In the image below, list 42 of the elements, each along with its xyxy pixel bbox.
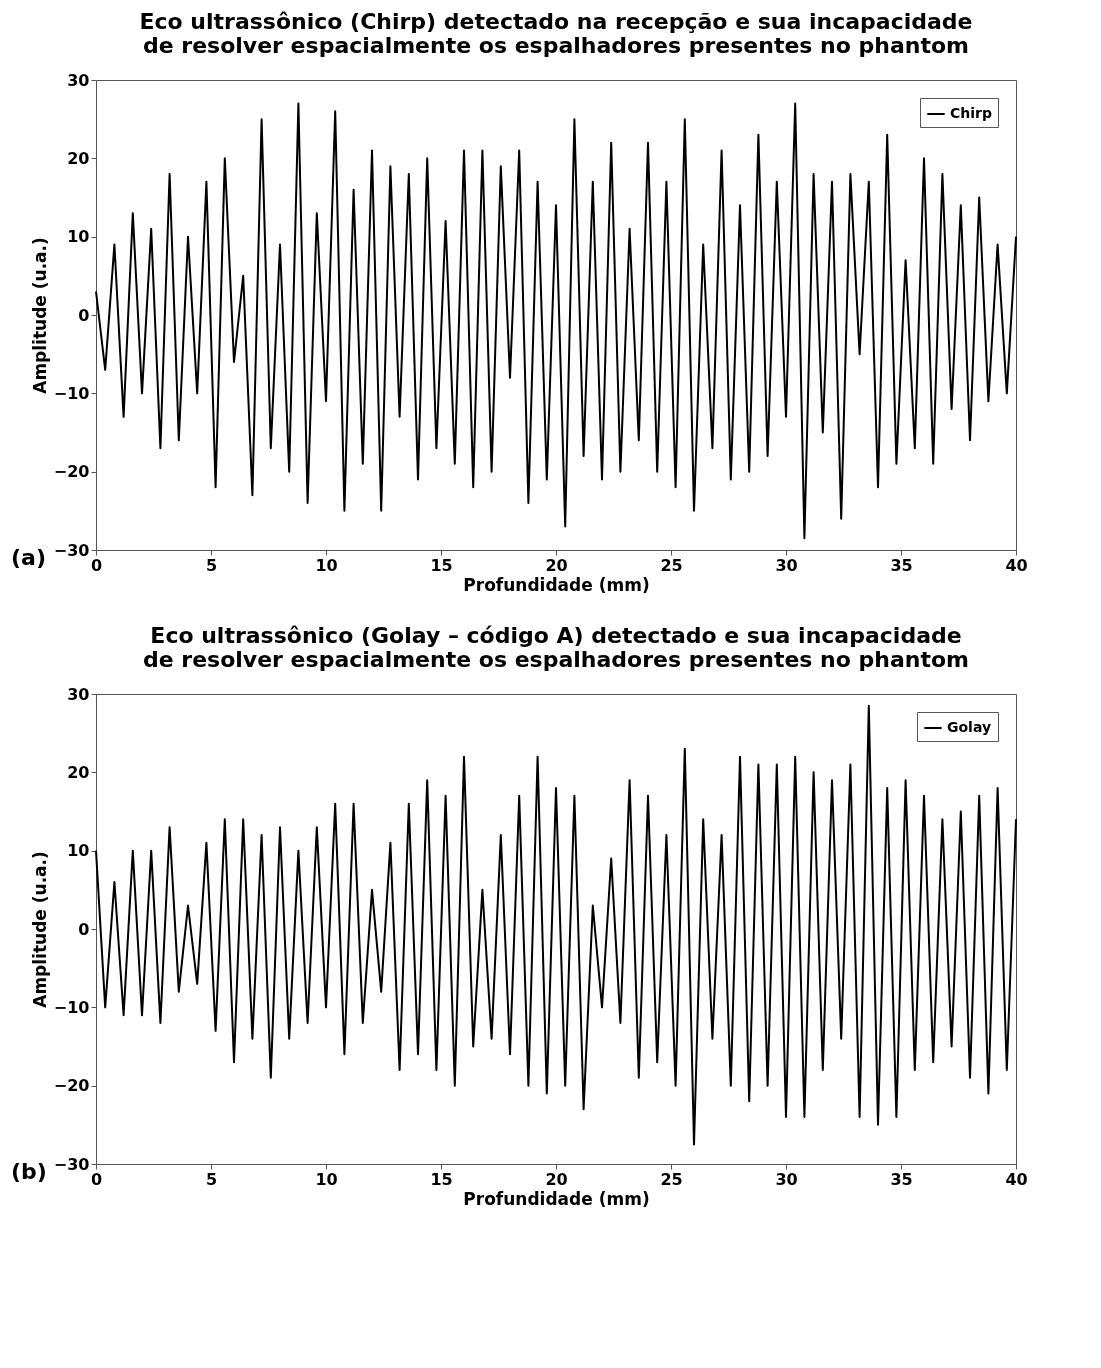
y-tick-label: −10	[53, 997, 90, 1017]
x-tick-label: 35	[890, 1169, 913, 1189]
x-tick-label: 40	[1005, 555, 1028, 575]
x-tick-label: 40	[1005, 1169, 1028, 1189]
x-tick-label: 35	[890, 555, 913, 575]
y-tick-label: −20	[53, 462, 90, 482]
x-tick-label: 30	[775, 1169, 798, 1189]
text: (a)	[11, 545, 46, 570]
y-tick-label: 30	[67, 684, 90, 704]
x-tick-label: 25	[660, 1169, 683, 1189]
x-tick-label: 15	[430, 1169, 453, 1189]
x-tick-label: 10	[315, 1169, 338, 1189]
x-axis-title: Profundidade (mm)	[463, 574, 650, 595]
y-tick-label: 10	[67, 227, 90, 247]
legend-label: Golay	[947, 719, 992, 735]
y-tick-label: 10	[67, 841, 90, 861]
y-axis-title: Amplitude (u.a.)	[29, 237, 50, 394]
chart-title: Eco ultrassônico (Golay – código A) detectado e sua incapacidade de resolver espacialmente os espalhadores presentes no phantom	[142, 623, 970, 672]
y-tick-label: 30	[67, 70, 90, 90]
y-tick-label: 20	[67, 762, 90, 782]
legend-label: Chirp	[950, 105, 992, 121]
x-tick-label: 20	[545, 1169, 568, 1189]
chart-title: Eco ultrassônico (Chirp) detectado na recepção e sua incapacidade de resolver espacialmente os espalhadores presentes no phantom	[139, 9, 973, 58]
y-tick-label: −30	[53, 540, 90, 560]
y-tick-label: −20	[53, 1076, 90, 1096]
line-series	[95, 704, 1017, 1146]
x-tick-label: 15	[430, 555, 453, 575]
x-tick-label: 5	[205, 1169, 218, 1189]
y-tick-label: 20	[67, 148, 90, 168]
x-tick-label: 10	[315, 555, 338, 575]
x-tick-label: 30	[775, 555, 798, 575]
x-tick-label: 5	[205, 555, 218, 575]
y-tick-label: 0	[78, 919, 90, 939]
y-tick-label: −30	[53, 1154, 90, 1174]
line-series	[95, 102, 1017, 540]
x-tick-label: 25	[660, 555, 683, 575]
y-tick-label: 0	[78, 305, 90, 325]
y-axis-title: Amplitude (u.a.)	[29, 851, 50, 1008]
x-axis-title: Profundidade (mm)	[463, 1188, 650, 1209]
x-tick-label: 20	[545, 555, 568, 575]
y-tick-label: −10	[53, 383, 90, 403]
text: (b)	[11, 1159, 47, 1184]
